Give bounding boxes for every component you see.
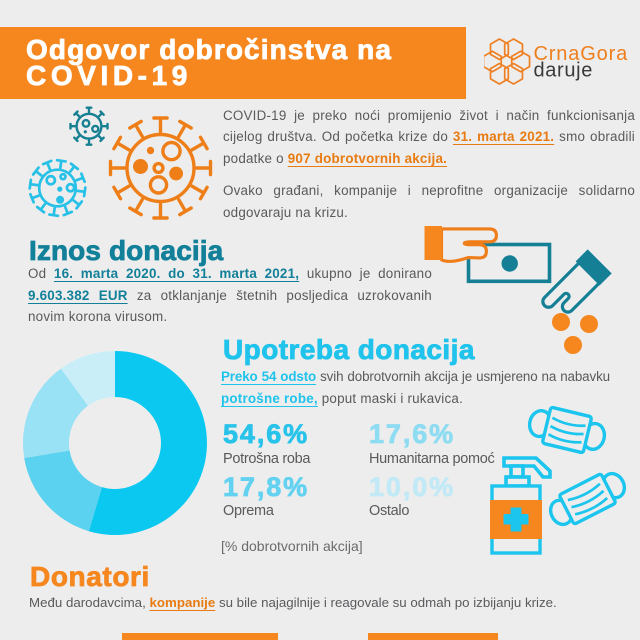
svg-text:daruje: daruje (534, 60, 594, 82)
svg-text:CrnaGora: CrnaGora (534, 43, 629, 65)
